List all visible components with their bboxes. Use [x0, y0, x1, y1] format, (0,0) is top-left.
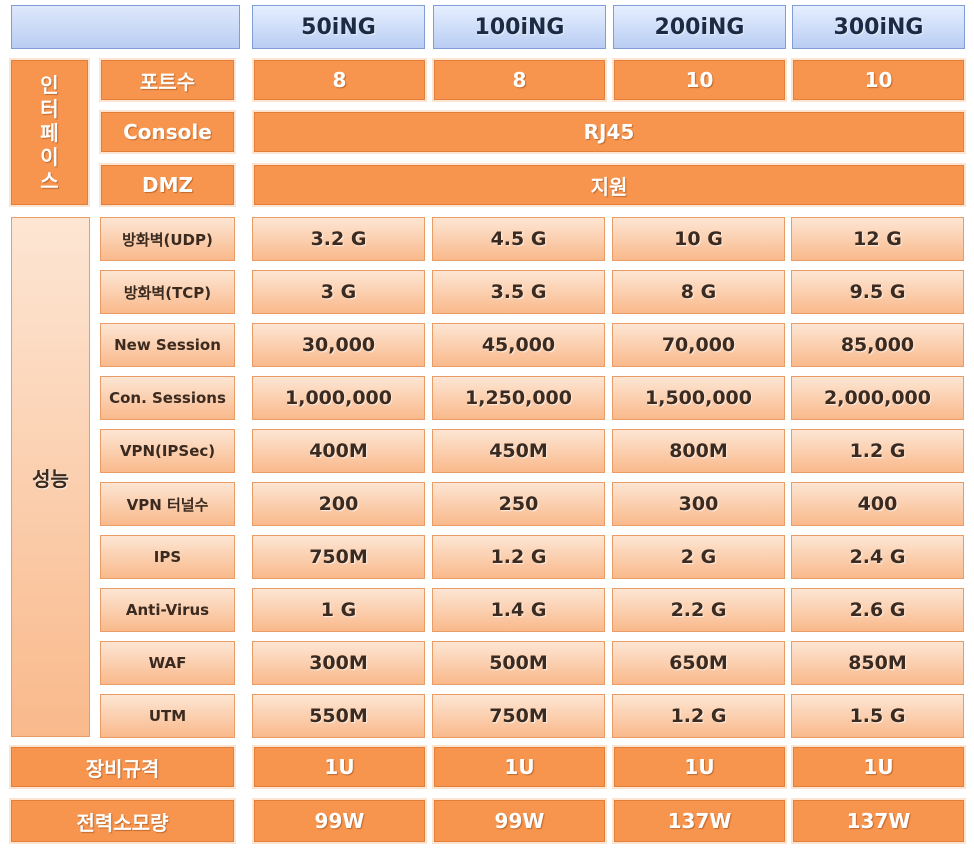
perf-row-value: 8 G	[612, 270, 785, 314]
perf-row-value: 2.6 G	[791, 588, 964, 632]
perf-row-label: 방화벽(UDP)	[100, 217, 235, 261]
perf-row-value: 3.2 G	[252, 217, 425, 261]
perf-row-value: 3 G	[252, 270, 425, 314]
equipment-value-300ing: 1U	[793, 747, 964, 787]
ports-label: 포트수	[101, 60, 234, 100]
equipment-value-100ing: 1U	[434, 747, 605, 787]
dmz-value: 지원	[254, 165, 964, 205]
perf-row-value: 85,000	[791, 323, 964, 367]
power-value-50ing: 99W	[254, 800, 425, 842]
model-header-300ing: 300iNG	[792, 5, 965, 49]
perf-row-value: 4.5 G	[432, 217, 605, 261]
model-header-50ing: 50iNG	[252, 5, 425, 49]
model-header-200ing: 200iNG	[613, 5, 786, 49]
perf-row-value: 12 G	[791, 217, 964, 261]
perf-row-value: 750M	[252, 535, 425, 579]
perf-row-value: 1.4 G	[432, 588, 605, 632]
perf-row-value: 800M	[612, 429, 785, 473]
perf-row-value: 300	[612, 482, 785, 526]
perf-row-value: 10 G	[612, 217, 785, 261]
equipment-label: 장비규격	[11, 747, 234, 787]
perf-row-value: 9.5 G	[791, 270, 964, 314]
perf-row-value: 3.5 G	[432, 270, 605, 314]
perf-row-label: Anti-Virus	[100, 588, 235, 632]
perf-row-value: 300M	[252, 641, 425, 685]
ports-value-100ing: 8	[434, 60, 605, 100]
perf-row-value: 450M	[432, 429, 605, 473]
perf-row-value: 250	[432, 482, 605, 526]
power-label: 전력소모량	[11, 800, 234, 842]
perf-row-value: 2,000,000	[791, 376, 964, 420]
interface-char-3: 페	[40, 120, 59, 145]
console-label: Console	[101, 112, 234, 152]
power-value-300ing: 137W	[793, 800, 964, 842]
perf-row-value: 70,000	[612, 323, 785, 367]
perf-row-label: UTM	[100, 694, 235, 738]
power-value-100ing: 99W	[434, 800, 605, 842]
perf-row-value: 1,500,000	[612, 376, 785, 420]
perf-row-value: 550M	[252, 694, 425, 738]
perf-row-value: 1 G	[252, 588, 425, 632]
power-value-200ing: 137W	[614, 800, 785, 842]
console-value: RJ45	[254, 112, 964, 152]
perf-row-value: 850M	[791, 641, 964, 685]
interface-char-2: 터	[40, 96, 59, 121]
interface-group-label: 인 터 페 이 스	[11, 60, 88, 205]
perf-row-value: 1,250,000	[432, 376, 605, 420]
perf-row-label: Con. Sessions	[100, 376, 235, 420]
perf-row-value: 1.5 G	[791, 694, 964, 738]
perf-row-value: 2.4 G	[791, 535, 964, 579]
perf-row-value: 2 G	[612, 535, 785, 579]
perf-row-label: New Session	[100, 323, 235, 367]
interface-char-1: 인	[40, 72, 59, 97]
perf-row-label: 방화벽(TCP)	[100, 270, 235, 314]
model-header-100ing: 100iNG	[433, 5, 606, 49]
perf-row-label: IPS	[100, 535, 235, 579]
perf-row-value: 400M	[252, 429, 425, 473]
perf-row-value: 30,000	[252, 323, 425, 367]
perf-row-value: 500M	[432, 641, 605, 685]
performance-group-label: 성능	[11, 217, 90, 737]
ports-value-50ing: 8	[254, 60, 425, 100]
equipment-value-50ing: 1U	[254, 747, 425, 787]
perf-row-value: 1.2 G	[432, 535, 605, 579]
perf-row-label: WAF	[100, 641, 235, 685]
perf-row-value: 200	[252, 482, 425, 526]
perf-row-label: VPN 터널수	[100, 482, 235, 526]
ports-value-300ing: 10	[793, 60, 964, 100]
perf-row-value: 1,000,000	[252, 376, 425, 420]
perf-row-value: 750M	[432, 694, 605, 738]
ports-value-200ing: 10	[614, 60, 785, 100]
perf-row-value: 400	[791, 482, 964, 526]
perf-row-value: 1.2 G	[791, 429, 964, 473]
perf-row-value: 2.2 G	[612, 588, 785, 632]
dmz-label: DMZ	[101, 165, 234, 205]
equipment-value-200ing: 1U	[614, 747, 785, 787]
interface-char-5: 스	[40, 168, 59, 193]
perf-row-value: 45,000	[432, 323, 605, 367]
perf-row-label: VPN(IPSec)	[100, 429, 235, 473]
interface-char-4: 이	[40, 144, 59, 169]
header-corner	[11, 5, 240, 49]
perf-row-value: 1.2 G	[612, 694, 785, 738]
perf-row-value: 650M	[612, 641, 785, 685]
